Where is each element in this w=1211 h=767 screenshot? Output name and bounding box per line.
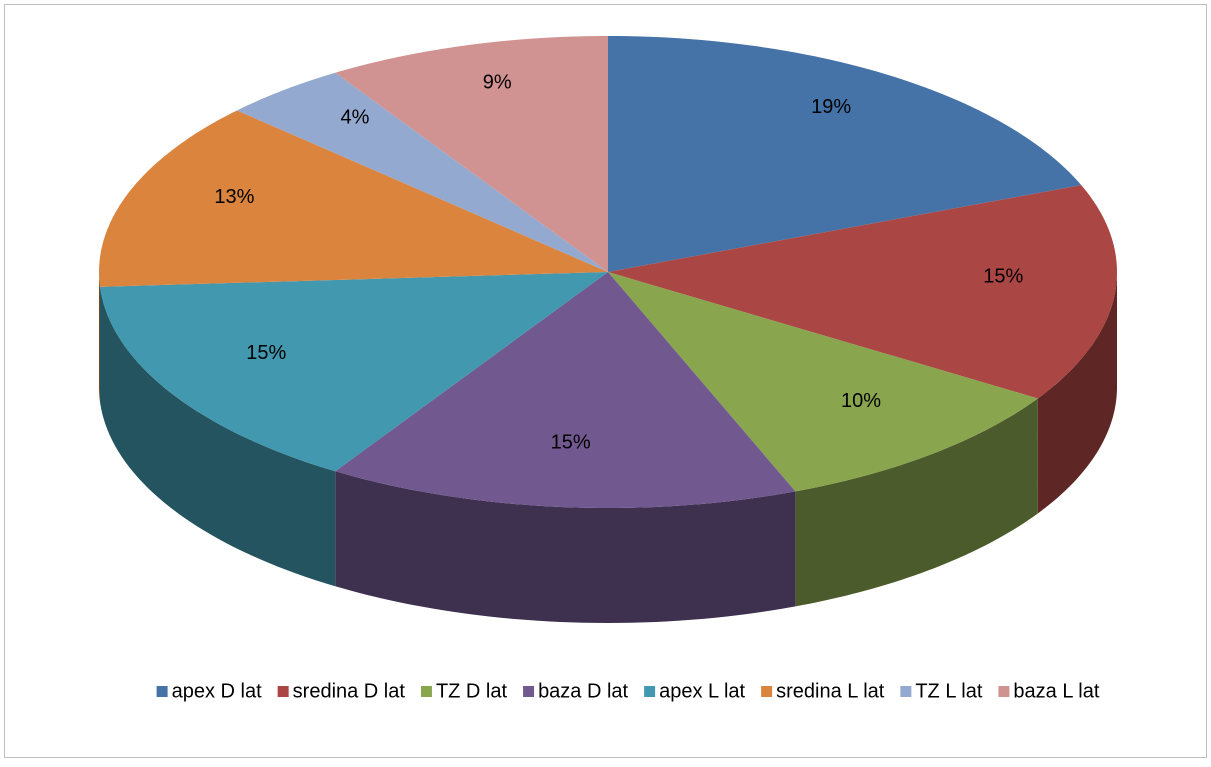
slice xyxy=(236,72,609,272)
legend-swatch xyxy=(420,686,432,697)
legend-swatch xyxy=(644,686,656,697)
legend-swatch xyxy=(998,686,1010,697)
slice-side xyxy=(1037,272,1117,514)
slice xyxy=(100,272,608,472)
legend-swatch xyxy=(277,686,289,697)
legend-label: baza D lat xyxy=(538,680,628,702)
legend-label: apex L lat xyxy=(659,680,745,702)
legend-label: sredina D lat xyxy=(293,680,406,702)
legend-swatch xyxy=(523,686,535,697)
data-label: 15% xyxy=(246,342,286,364)
data-label: 15% xyxy=(983,266,1023,288)
legend-label: apex D lat xyxy=(172,680,262,702)
slice xyxy=(99,110,608,287)
legend-swatch xyxy=(761,686,773,697)
data-label: 13% xyxy=(214,186,254,208)
legend-label: TZ L lat xyxy=(915,680,982,702)
legend-swatch xyxy=(156,686,168,697)
slice xyxy=(335,36,608,272)
slice-side xyxy=(99,272,101,402)
data-label: 10% xyxy=(841,390,881,412)
slice xyxy=(608,185,1117,399)
data-label: 19% xyxy=(811,96,851,118)
data-label: 9% xyxy=(483,72,512,94)
legend-swatch xyxy=(900,686,912,697)
legend-label: baza L lat xyxy=(1013,680,1099,702)
legend-label: sredina L lat xyxy=(776,680,885,702)
slice-side xyxy=(335,471,796,623)
slice xyxy=(608,272,1038,492)
data-label: 15% xyxy=(551,432,591,454)
slice xyxy=(608,36,1082,272)
data-label: 4% xyxy=(340,106,369,128)
slice-side xyxy=(795,398,1038,607)
slice-side xyxy=(100,286,336,587)
legend-label: TZ D lat xyxy=(436,680,508,702)
slice xyxy=(335,272,796,508)
